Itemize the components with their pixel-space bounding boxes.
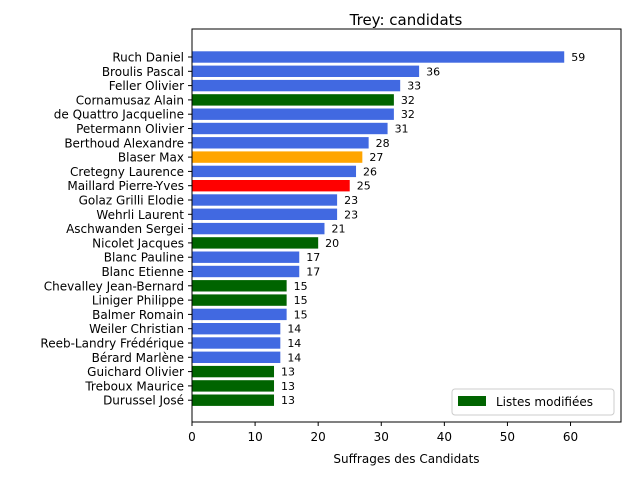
y-tick-label: Blanc Pauline xyxy=(104,251,184,265)
legend-entry-label: Listes modifiées xyxy=(496,395,593,409)
bar xyxy=(192,194,338,206)
bar xyxy=(192,294,287,306)
y-tick-label: Maillard Pierre-Yves xyxy=(67,179,184,193)
y-tick-label: Liniger Philippe xyxy=(92,294,184,308)
y-tick-label: Blanc Etienne xyxy=(101,265,184,279)
x-axis: 0 10 20 30 40 50 60 xyxy=(188,422,578,444)
y-tick-label: Golaz Grilli Elodie xyxy=(79,194,184,208)
bar xyxy=(192,165,357,178)
y-tick-label: Ruch Daniel xyxy=(112,51,184,65)
bar xyxy=(192,79,401,92)
legend-swatch xyxy=(458,396,486,406)
y-tick-label: Cornamusaz Alain xyxy=(76,93,184,107)
y-tick-label: Chevalley Jean-Bernard xyxy=(44,279,184,293)
bar xyxy=(192,337,281,349)
bar xyxy=(192,222,325,235)
value-label: 33 xyxy=(407,80,421,93)
bar xyxy=(192,237,319,249)
y-tick-label: Balmer Romain xyxy=(92,308,184,322)
bar xyxy=(192,351,281,363)
y-tick-label: Nicolet Jacques xyxy=(92,236,184,250)
legend: Listes modifiées xyxy=(451,388,615,416)
value-labels: 5936333232312827262523232120171715151514… xyxy=(281,51,585,407)
bar xyxy=(192,65,420,77)
y-tick-label: Reeb-Landry Frédérique xyxy=(40,337,184,351)
bar xyxy=(192,137,369,149)
value-label: 14 xyxy=(287,351,301,364)
legend-box xyxy=(451,388,615,416)
y-tick-label: Wehrli Laurent xyxy=(96,208,184,222)
bar xyxy=(192,251,300,263)
value-label: 17 xyxy=(306,266,320,279)
value-label: 59 xyxy=(571,51,585,64)
y-tick-label: Bérard Marlène xyxy=(92,351,184,365)
x-tick-label: 60 xyxy=(563,430,578,444)
bar xyxy=(192,265,300,278)
x-axis-label: Suffrages des Candidats xyxy=(333,452,479,466)
value-label: 32 xyxy=(401,94,415,107)
y-tick-label: Guichard Olivier xyxy=(87,365,184,379)
x-tick-label: 30 xyxy=(374,430,389,444)
y-tick-label: Blaser Max xyxy=(118,151,184,165)
value-label: 23 xyxy=(344,194,358,207)
value-label: 28 xyxy=(376,137,390,150)
value-label: 31 xyxy=(395,123,409,136)
bar xyxy=(192,280,287,292)
bar xyxy=(192,108,394,120)
bar xyxy=(192,180,350,192)
bar xyxy=(192,394,275,406)
value-label: 17 xyxy=(306,251,320,264)
value-label: 25 xyxy=(357,180,371,193)
bar xyxy=(192,122,388,135)
x-tick-label: 20 xyxy=(311,430,326,444)
x-tick-label: 10 xyxy=(247,430,262,444)
bar xyxy=(192,308,287,321)
y-tick-label: Broulis Pascal xyxy=(102,65,184,79)
value-label: 14 xyxy=(287,323,301,336)
bars-group xyxy=(192,51,565,406)
value-label: 15 xyxy=(294,280,308,293)
y-tick-label: Aschwanden Sergei xyxy=(66,222,184,236)
value-label: 20 xyxy=(325,237,339,250)
value-label: 32 xyxy=(401,108,415,121)
y-tick-label: Petermann Olivier xyxy=(76,122,184,136)
value-label: 13 xyxy=(281,366,295,379)
x-tick-label: 0 xyxy=(188,430,196,444)
y-tick-label: Durussel José xyxy=(103,394,184,408)
value-label: 21 xyxy=(331,223,345,236)
bar xyxy=(192,151,363,163)
y-tick-label: Treboux Maurice xyxy=(84,379,184,393)
bar xyxy=(192,208,338,220)
y-tick-label: de Quattro Jacqueline xyxy=(54,108,184,122)
chart-title: Trey: candidats xyxy=(349,11,463,29)
bar xyxy=(192,323,281,335)
y-tick-label: Cretegny Laurence xyxy=(70,165,184,179)
y-tick-label: Berthoud Alexandre xyxy=(64,136,184,150)
value-label: 13 xyxy=(281,380,295,393)
value-label: 23 xyxy=(344,208,358,221)
bar xyxy=(192,94,394,106)
y-tick-label: Weiler Christian xyxy=(89,322,184,336)
value-label: 26 xyxy=(363,165,377,178)
value-label: 14 xyxy=(287,337,301,350)
value-label: 36 xyxy=(426,65,440,78)
value-label: 13 xyxy=(281,394,295,407)
bar xyxy=(192,365,275,378)
x-tick-label: 50 xyxy=(500,430,515,444)
plot-frame xyxy=(191,28,622,423)
value-label: 15 xyxy=(294,308,308,321)
y-tick-label: Feller Olivier xyxy=(109,79,184,93)
bar xyxy=(192,380,275,392)
bar xyxy=(192,51,565,63)
value-label: 27 xyxy=(369,151,383,164)
x-tick-label: 40 xyxy=(437,430,452,444)
value-label: 15 xyxy=(294,294,308,307)
